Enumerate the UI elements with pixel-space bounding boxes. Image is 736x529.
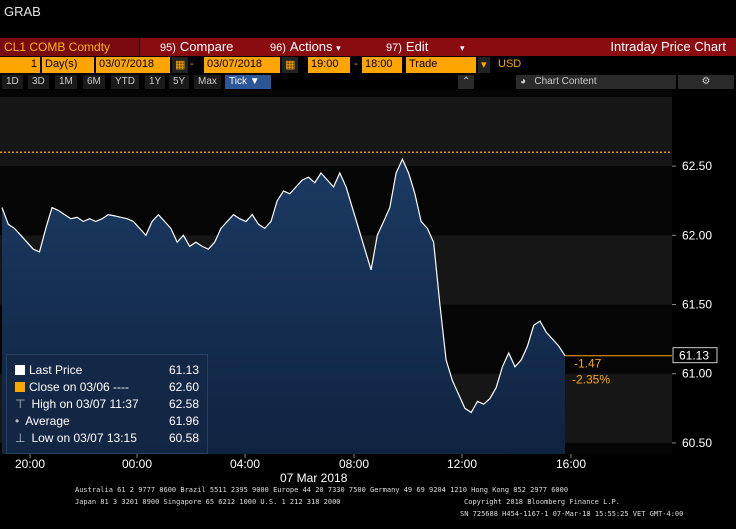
y-axis-background — [672, 90, 736, 454]
footer-session-info: SN 725688 H454-1167-1 07-Mar-18 15:55:25… — [460, 510, 684, 518]
y-axis: 62.50 62.00 61.50 61.00 60.50 — [672, 159, 712, 450]
gear-icon[interactable]: ⚙ — [678, 75, 734, 89]
end-calendar-icon[interactable]: ▦ — [282, 57, 299, 73]
last-price-tag: 61.13 — [679, 349, 709, 363]
y-tick-label: 61.00 — [682, 367, 712, 381]
y-tick-label: 61.50 — [682, 298, 712, 312]
x-tick-label: 16:00 — [556, 457, 586, 471]
options-bar: 1 Day(s) 03/07/2018 ▦ - 03/07/2018 ▦ 19:… — [0, 56, 736, 74]
chart-legend: Last Price 61.13 Close on 03/06 ---- 62.… — [6, 354, 208, 454]
actions-label: Actions — [289, 39, 333, 54]
date-separator-icon: - — [190, 58, 194, 70]
x-axis: 20:00 00:00 04:00 08:00 12:00 16:00 — [15, 454, 586, 471]
field-select[interactable]: Trade — [406, 57, 476, 73]
high-marker-icon: ⊤ — [15, 397, 26, 411]
legend-last-price: Last Price — [15, 363, 82, 377]
ticker-field[interactable]: CL1 COMB Comdty — [0, 38, 140, 56]
range-bar: 1D 3D 1M 6M YTD 1Y 5Y Max Tick ▼ ⌃ ◕ Cha… — [0, 74, 736, 90]
range-5y[interactable]: 5Y — [169, 75, 190, 89]
legend-close-value: 62.60 — [168, 380, 199, 394]
range-1m[interactable]: 1M — [55, 75, 77, 89]
range-3d[interactable]: 3D — [28, 75, 49, 89]
range-max[interactable]: Max — [194, 75, 221, 89]
edit-dropdown-icon: ▾ — [459, 43, 465, 53]
range-6m[interactable]: 6M — [83, 75, 105, 89]
last-price-tag-box — [672, 347, 718, 364]
legend-low: ⊥ Low on 03/07 13:15 — [15, 431, 137, 445]
x-tick-label: 08:00 — [339, 457, 369, 471]
chart-content-label: Chart Content — [534, 76, 597, 87]
price-line — [1, 157, 566, 414]
last-price-swatch — [15, 365, 25, 375]
chart-icon: ◕ — [520, 76, 527, 87]
actions-dropdown-icon: ▾ — [336, 43, 341, 53]
tick-select[interactable]: Tick ▼ — [225, 75, 271, 89]
legend-high-value: 62.58 — [168, 397, 199, 411]
change-value: -1.47 — [574, 357, 602, 371]
x-axis-date-label: 07 Mar 2018 — [280, 471, 348, 484]
edit-label: Edit — [405, 39, 429, 54]
window-title: GRAB — [4, 4, 41, 19]
footer-copyright: Copyright 2018 Bloomberg Finance L.P. — [464, 498, 620, 506]
y-tick-label: 62.50 — [682, 159, 712, 173]
chart-title: Intraday Price Chart — [610, 39, 726, 54]
y-tick-label: 60.50 — [682, 436, 712, 450]
x-tick-label: 04:00 — [230, 457, 260, 471]
compare-label: Compare — [179, 39, 234, 54]
average-marker-icon: • — [15, 414, 20, 428]
period-unit-select[interactable]: Day(s) — [42, 57, 94, 73]
legend-average: • Average — [15, 414, 70, 428]
change-percent: -2.35% — [572, 373, 610, 387]
start-time-input[interactable]: 19:00 — [308, 57, 350, 73]
legend-average-value: 61.96 — [168, 414, 199, 428]
low-marker-icon: ⊥ — [15, 431, 26, 445]
end-time-input[interactable]: 18:00 — [362, 57, 402, 73]
footer-contacts-line1: Australia 61 2 9777 8600 Brazil 5511 239… — [75, 486, 569, 494]
range-1y[interactable]: 1Y — [145, 75, 166, 89]
actions-number: 96) — [270, 42, 286, 54]
period-value-input[interactable]: 1 — [0, 57, 40, 73]
y-tick-label: 62.00 — [682, 228, 712, 242]
start-calendar-icon[interactable]: ▦ — [172, 57, 189, 73]
footer: Australia 61 2 9777 8600 Brazil 5511 239… — [0, 484, 736, 529]
plot-band — [0, 96, 672, 167]
command-bar: CL1 COMB Comdty 95) Compare 96) Actions ▾ … — [0, 38, 736, 56]
close-swatch — [15, 382, 25, 392]
footer-contacts-line2: Japan 81 3 3201 8900 Singapore 65 6212 1… — [75, 498, 341, 506]
edit-number: 97) — [386, 42, 402, 54]
legend-close: Close on 03/06 ---- — [15, 380, 129, 394]
legend-last-price-value: 61.13 — [168, 363, 199, 377]
compare-number: 95) — [160, 42, 176, 54]
start-date-input[interactable]: 03/07/2018 — [96, 57, 170, 73]
edit-button[interactable]: 97) Edit ▾ — [384, 38, 466, 56]
legend-high: ⊤ High on 03/07 11:37 — [15, 397, 139, 411]
chart-content-button[interactable]: ◕ Chart Content — [516, 75, 676, 89]
currency-label: USD — [498, 58, 522, 70]
x-tick-label: 20:00 — [15, 457, 45, 471]
range-1d[interactable]: 1D — [2, 75, 23, 89]
window-titlebar: GRAB — [0, 0, 736, 38]
legend-low-value: 60.58 — [168, 431, 199, 445]
compare-button[interactable]: 95) Compare — [158, 38, 235, 56]
time-separator-icon: - — [354, 58, 358, 70]
double-chevron-up-icon[interactable]: ⌃ — [458, 75, 474, 89]
x-tick-label: 12:00 — [447, 457, 477, 471]
field-dropdown-icon[interactable]: ▾ — [478, 57, 490, 73]
x-tick-label: 00:00 — [122, 457, 152, 471]
end-date-input[interactable]: 03/07/2018 — [204, 57, 280, 73]
range-ytd[interactable]: YTD — [111, 75, 139, 89]
actions-button[interactable]: 96) Actions ▾ — [268, 38, 343, 56]
